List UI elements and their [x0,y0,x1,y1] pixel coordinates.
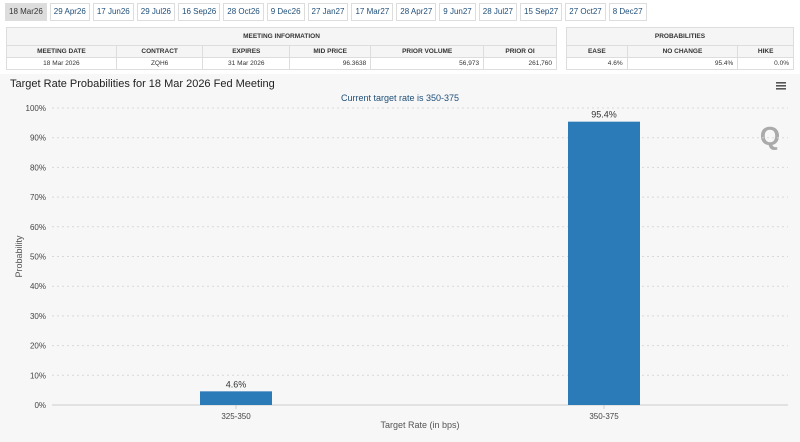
tab-28jul27[interactable]: 28 Jul27 [478,3,517,21]
tab-17jun26[interactable]: 17 Jun26 [92,3,134,21]
bar-350-375 [568,121,640,406]
y-tick-label: 70% [30,193,46,202]
bar-325-350 [200,391,272,405]
column-header: CONTRACT [115,45,204,58]
column-header: MEETING DATE [6,45,117,58]
chart-subtitle: Current target rate is 350-375 [340,93,460,103]
table-cell: 56,973 [370,57,485,70]
tab-9dec26[interactable]: 9 Dec26 [266,3,305,21]
tab-28apr27[interactable]: 28 Apr27 [396,3,437,21]
tab-29jul26[interactable]: 29 Jul26 [136,3,175,21]
column-header: EXPIRES [202,45,291,58]
tab-29apr26[interactable]: 29 Apr26 [49,3,90,21]
column-header: EASE [566,45,628,58]
data-label: 95.4% [591,110,617,120]
watermark-logo: Q [760,121,780,151]
table-cell: 95.4% [626,57,739,70]
probabilities-table: PROBABILITIES EASE NO CHANGE HIKE 4.6% 95.4%… [566,27,794,70]
y-tick-label: 100% [26,104,46,113]
column-header: MID PRICE [289,45,372,58]
x-tick-label: 325-350 [221,412,251,421]
tab-27jan27[interactable]: 27 Jan27 [307,3,349,21]
meeting-info-table: MEETING INFORMATION MEETING DATE CONTRACT… [6,27,557,70]
tab-9jun27[interactable]: 9 Jun27 [439,3,476,21]
table-cell: 96.3638 [289,57,372,70]
y-tick-label: 20% [30,342,46,351]
y-tick-label: 10% [30,371,46,380]
tab-27oct27[interactable]: 27 Oct27 [565,3,606,21]
tab-18mar26[interactable]: 18 Mar26 [5,3,47,21]
y-tick-label: 50% [30,253,46,262]
table-cell: 261,760 [483,57,557,70]
table-cell: 18 Mar 2026 [6,57,117,70]
x-tick-label: 350-375 [589,412,619,421]
y-axis-label: Probability [14,235,24,278]
table-cell: 4.6% [566,57,628,70]
chart-title: Target Rate Probabilities for 18 Mar 202… [10,78,275,90]
meeting-tabs: 18 Mar26 29 Apr26 17 Jun26 29 Jul26 16 Sep26… [5,3,647,21]
tab-15sep27[interactable]: 15 Sep27 [520,3,563,21]
tab-8dec27[interactable]: 8 Dec27 [608,3,647,21]
tab-28oct26[interactable]: 28 Oct26 [223,3,264,21]
y-tick-label: 80% [30,163,46,172]
hamburger-menu-icon[interactable] [770,77,792,93]
column-header: PRIOR VOLUME [370,45,485,58]
y-tick-label: 30% [30,312,46,321]
y-tick-label: 90% [30,134,46,143]
column-header: NO CHANGE [626,45,739,58]
table-cell: 31 Mar 2026 [202,57,291,70]
probabilities-title: PROBABILITIES [566,27,794,46]
tab-17mar27[interactable]: 17 Mar27 [351,3,394,21]
x-axis-label: Target Rate (in bps) [380,420,459,430]
column-header: PRIOR OI [483,45,557,58]
chart: Target Rate Probabilities for 18 Mar 202… [0,74,800,442]
table-cell: 0.0% [737,57,794,70]
tab-16sep26[interactable]: 16 Sep26 [178,3,221,21]
table-cell: ZQH6 [115,57,204,70]
data-label: 4.6% [226,379,247,389]
y-tick-label: 60% [30,223,46,232]
y-tick-label: 0% [34,401,46,410]
y-tick-label: 40% [30,282,46,291]
chart-svg: Q 0% 10% 20% 30% 40% 50% 60% 70% 80% 90% 100% 4.6% 3… [14,77,792,430]
meeting-info-title: MEETING INFORMATION [6,27,557,46]
column-header: HIKE [737,45,794,58]
